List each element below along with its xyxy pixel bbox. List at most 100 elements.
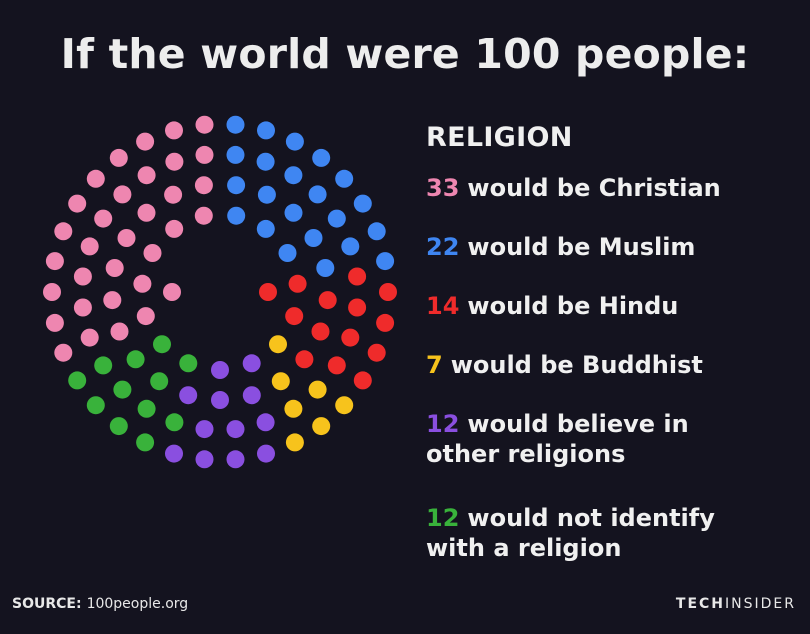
person-dot-would-be-buddhist xyxy=(335,396,354,415)
person-dot-would-be-christian xyxy=(86,169,105,188)
legend-label: would be Muslim xyxy=(467,233,696,261)
person-dot-would-be-hindu xyxy=(348,267,367,286)
person-dot-would-be-muslim xyxy=(227,206,246,225)
person-dot-would-be-christian xyxy=(109,148,128,167)
legend: RELIGION 33 would be Christian 22 would be… xyxy=(426,122,796,592)
legend-label: would be Christian xyxy=(467,174,721,202)
person-dot-would-be-buddhist xyxy=(308,380,327,399)
legend-count: 7 xyxy=(426,351,443,379)
person-dot-would-be-christian xyxy=(80,328,99,347)
person-dot-would-be-christian xyxy=(136,307,155,326)
person-dot-would-not-identify-with-a-religion xyxy=(179,354,198,373)
person-dot-would-be-muslim xyxy=(257,121,275,140)
person-dot-would-be-christian xyxy=(194,206,213,225)
person-dot-would-not-identify-with-a-religion xyxy=(137,399,156,418)
legend-label: would be Buddhist xyxy=(450,351,703,379)
person-dot-would-be-christian xyxy=(103,291,122,310)
person-dot-would-be-muslim xyxy=(341,237,360,256)
person-dot-would-be-christian xyxy=(73,267,92,286)
person-dot-would-be-christian xyxy=(94,209,113,228)
person-dot-would-be-christian xyxy=(54,222,73,241)
legend-count: 22 xyxy=(426,233,460,261)
page-title: If the world were 100 people: xyxy=(60,30,750,78)
person-dot-would-be-hindu xyxy=(353,371,372,390)
person-dot-would-be-muslim xyxy=(312,148,331,167)
person-dot-would-be-muslim xyxy=(284,203,303,222)
person-dot-would-be-christian xyxy=(43,283,61,301)
person-dot-would-believe-in-other-religions xyxy=(195,420,214,439)
person-dot-would-be-buddhist xyxy=(285,433,304,452)
person-dot-would-be-christian xyxy=(163,283,181,301)
legend-count: 14 xyxy=(426,292,460,320)
person-dot-would-believe-in-other-religions xyxy=(256,413,275,432)
person-dot-would-believe-in-other-religions xyxy=(165,444,183,463)
dot-chart xyxy=(43,115,397,469)
person-dot-would-be-buddhist xyxy=(284,399,303,418)
source-value: 100people.org xyxy=(86,596,189,612)
person-dot-would-be-hindu xyxy=(295,350,314,369)
person-dot-would-be-christian xyxy=(165,121,183,140)
person-dot-would-be-muslim xyxy=(285,132,304,151)
person-dot-would-be-christian xyxy=(45,252,64,271)
person-dot-would-believe-in-other-religions xyxy=(211,361,229,379)
person-dot-would-be-hindu xyxy=(348,298,367,317)
person-dot-would-not-identify-with-a-religion xyxy=(109,417,128,436)
person-dot-would-not-identify-with-a-religion xyxy=(126,350,145,369)
person-dot-would-be-muslim xyxy=(304,229,323,247)
person-dot-would-believe-in-other-religions xyxy=(242,354,261,373)
person-dot-would-be-muslim xyxy=(226,145,245,164)
person-dot-would-be-muslim xyxy=(376,252,395,271)
person-dot-would-believe-in-other-religions xyxy=(257,444,275,463)
person-dot-would-not-identify-with-a-religion xyxy=(153,335,171,354)
person-dot-would-be-christian xyxy=(137,203,156,222)
person-dot-would-be-christian xyxy=(73,298,92,317)
legend-item-muslim: 22 would be Muslim xyxy=(426,232,796,262)
person-dot-would-not-identify-with-a-religion xyxy=(165,413,184,432)
person-dot-would-believe-in-other-religions xyxy=(226,420,245,439)
person-dot-would-believe-in-other-religions xyxy=(211,391,229,409)
person-dot-would-be-hindu xyxy=(288,274,307,293)
legend-count: 33 xyxy=(426,174,460,202)
person-dot-would-be-christian xyxy=(45,313,64,332)
person-dot-would-not-identify-with-a-religion xyxy=(150,372,169,391)
person-dot-would-not-identify-with-a-religion xyxy=(113,380,132,399)
person-dot-would-be-muslim xyxy=(335,169,354,188)
person-dot-would-be-christian xyxy=(143,244,162,262)
person-dot-would-be-christian xyxy=(136,132,155,151)
legend-item-hindu: 14 would be Hindu xyxy=(426,291,796,321)
person-dot-would-be-christian xyxy=(105,259,124,277)
person-dot-would-be-muslim xyxy=(257,185,276,204)
person-dot-would-be-hindu xyxy=(311,322,330,341)
person-dot-would-believe-in-other-religions xyxy=(226,450,245,469)
person-dot-would-believe-in-other-religions xyxy=(242,386,261,405)
brand-part-1: TECH xyxy=(675,596,726,612)
legend-heading: RELIGION xyxy=(426,122,573,153)
legend-label: would not identify with a religion xyxy=(426,504,715,562)
person-dot-would-be-hindu xyxy=(327,356,346,375)
person-dot-would-believe-in-other-religions xyxy=(195,450,214,469)
person-dot-would-be-hindu xyxy=(376,313,395,332)
person-dot-would-be-christian xyxy=(110,322,129,341)
person-dot-would-be-christian xyxy=(113,185,132,204)
person-dot-would-be-christian xyxy=(165,219,184,238)
person-dot-would-be-hindu xyxy=(367,343,386,362)
person-dot-would-be-christian xyxy=(165,152,184,171)
person-dot-would-not-identify-with-a-religion xyxy=(86,396,105,415)
person-dot-would-be-christian xyxy=(137,166,156,185)
person-dot-would-be-muslim xyxy=(278,244,297,262)
legend-count: 12 xyxy=(426,504,460,532)
person-dot-would-be-buddhist xyxy=(271,372,290,391)
person-dot-would-not-identify-with-a-religion xyxy=(68,371,87,390)
person-dot-would-be-christian xyxy=(117,229,136,247)
person-dot-would-believe-in-other-religions xyxy=(179,386,198,405)
person-dot-would-be-hindu xyxy=(285,307,304,326)
legend-item-christian: 33 would be Christian xyxy=(426,173,796,203)
person-dot-would-be-christian xyxy=(195,115,214,134)
person-dot-would-be-hindu xyxy=(379,283,397,301)
person-dot-would-be-hindu xyxy=(318,291,337,310)
brand-part-2: INSIDER xyxy=(725,596,796,612)
legend-item-buddhist: 7 would be Buddhist xyxy=(426,350,796,380)
person-dot-would-be-muslim xyxy=(327,209,346,228)
person-dot-would-be-buddhist xyxy=(269,335,287,354)
source-note: SOURCE: 100people.org xyxy=(12,596,188,612)
